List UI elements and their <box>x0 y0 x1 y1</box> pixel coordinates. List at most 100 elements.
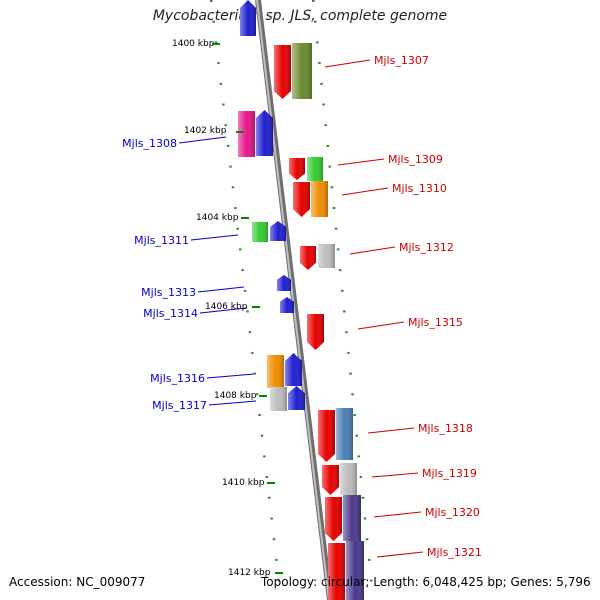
gene-feature[interactable] <box>322 465 339 495</box>
gene-feature[interactable] <box>256 110 273 156</box>
gene-features <box>238 0 364 600</box>
guide-dot <box>248 331 252 334</box>
gene-label-forward[interactable]: Mjls_1309 <box>388 153 443 166</box>
gene-feature[interactable] <box>346 541 364 600</box>
gene-label-forward[interactable]: Mjls_1307 <box>374 54 429 67</box>
gene-feature[interactable] <box>277 275 291 291</box>
gene-label-forward[interactable]: Mjls_1320 <box>425 506 480 519</box>
gene-feature[interactable] <box>270 221 286 241</box>
guide-dot <box>351 393 354 396</box>
leader-line <box>197 286 245 293</box>
gene-label-forward[interactable]: Mjls_1318 <box>418 422 473 435</box>
guide-dot <box>272 538 276 541</box>
gene-feature[interactable] <box>285 353 302 386</box>
guide-dot <box>251 351 254 354</box>
gene-feature[interactable] <box>238 111 255 157</box>
gene-feature[interactable] <box>318 244 335 268</box>
guide-dot <box>349 372 352 375</box>
gene-feature[interactable] <box>336 408 353 460</box>
gene-label-reverse[interactable]: Mjls_1317 <box>152 399 207 412</box>
gene-feature[interactable] <box>325 497 342 541</box>
leader-line <box>349 246 396 255</box>
guide-dot <box>353 414 356 416</box>
gene-feature[interactable] <box>293 182 310 217</box>
guide-dot <box>265 476 269 479</box>
gene-label-forward[interactable]: Mjls_1312 <box>399 241 454 254</box>
gene-feature[interactable] <box>240 0 256 36</box>
map-title: Mycobacterium sp. JLS, complete genome <box>152 8 448 24</box>
guide-dot <box>314 20 317 23</box>
gene-label-reverse[interactable]: Mjls_1314 <box>143 307 198 320</box>
guide-dot <box>369 579 373 582</box>
scale-tick-label: 1412 kbp <box>228 568 271 578</box>
leader-line <box>178 136 227 144</box>
guide-dot <box>234 207 237 209</box>
gene-feature[interactable] <box>280 297 294 313</box>
guide-dot <box>363 517 367 520</box>
leader-line <box>324 59 371 68</box>
gene-feature[interactable] <box>340 463 357 495</box>
guide-dot <box>238 248 242 251</box>
gene-label-reverse[interactable]: Mjls_1311 <box>134 234 189 247</box>
leader-line <box>371 472 419 478</box>
scale-tick-label: 1404 kbp <box>196 213 239 223</box>
guide-dot <box>222 103 225 106</box>
leader-line <box>199 307 248 314</box>
guide-dot <box>226 144 230 147</box>
gene-feature[interactable] <box>343 495 361 541</box>
guide-dot <box>334 227 338 230</box>
scale-tick-label: 1410 kbp <box>222 478 265 488</box>
guide-dot <box>224 124 227 127</box>
guide-dot <box>330 186 334 189</box>
leader-line <box>341 187 389 196</box>
gene-feature[interactable] <box>289 158 305 180</box>
gene-label-forward[interactable]: Mjls_1321 <box>427 546 482 559</box>
gene-feature[interactable] <box>300 246 316 270</box>
leader-line <box>367 427 415 434</box>
gene-label-forward[interactable]: Mjls_1319 <box>422 467 477 480</box>
guide-dot <box>365 538 369 541</box>
guide-dot <box>277 579 281 582</box>
guide-dot <box>343 310 346 313</box>
guide-dot <box>347 351 350 354</box>
guide-dot <box>243 289 247 292</box>
guide-dot <box>328 165 332 168</box>
leader-line <box>373 511 422 518</box>
gene-feature[interactable] <box>328 543 345 600</box>
gene-feature[interactable] <box>267 355 284 388</box>
accession-text: Accession: NC_009077 <box>9 575 146 589</box>
gene-labels: Mjls_1307 Mjls_1309 Mjls_1310 Mjls_1312 Mjls… <box>122 54 482 559</box>
topology-text: Topology: circular; Length: 6,048,425 bp… <box>261 575 591 589</box>
gene-label-reverse[interactable]: Mjls_1316 <box>150 372 205 385</box>
guide-dot <box>267 496 271 499</box>
guide-dot <box>367 558 371 561</box>
gene-label-forward[interactable]: Mjls_1310 <box>392 182 447 195</box>
gene-feature[interactable] <box>292 43 312 99</box>
gene-feature[interactable] <box>274 45 291 99</box>
scale-tick-label: 1402 kbp <box>184 126 227 136</box>
leader-line <box>208 400 257 406</box>
guide-dot <box>219 82 223 85</box>
guide-dot <box>357 455 361 458</box>
gene-feature[interactable] <box>307 157 323 181</box>
gene-feature[interactable] <box>318 410 335 462</box>
guide-dot <box>229 165 232 168</box>
guide-dot <box>355 434 358 437</box>
scale-tick-label: 1408 kbp <box>214 391 257 401</box>
gene-label-reverse[interactable]: Mjls_1313 <box>141 286 196 299</box>
gene-feature[interactable] <box>307 314 324 350</box>
scale-tick-label: 1406 kbp <box>205 302 248 312</box>
guide-dot <box>340 289 344 292</box>
circle-dotted-guides <box>210 0 373 582</box>
gene-feature[interactable] <box>252 222 268 242</box>
gene-label-reverse[interactable]: Mjls_1308 <box>122 137 177 150</box>
gene-feature[interactable] <box>288 386 305 410</box>
leader-line <box>337 158 385 166</box>
leader-line <box>357 321 405 330</box>
gene-label-forward[interactable]: Mjls_1315 <box>408 316 463 329</box>
guide-dot <box>312 0 315 2</box>
gene-feature[interactable] <box>270 387 287 411</box>
gene-feature[interactable] <box>311 181 328 217</box>
guide-dot <box>275 558 278 561</box>
